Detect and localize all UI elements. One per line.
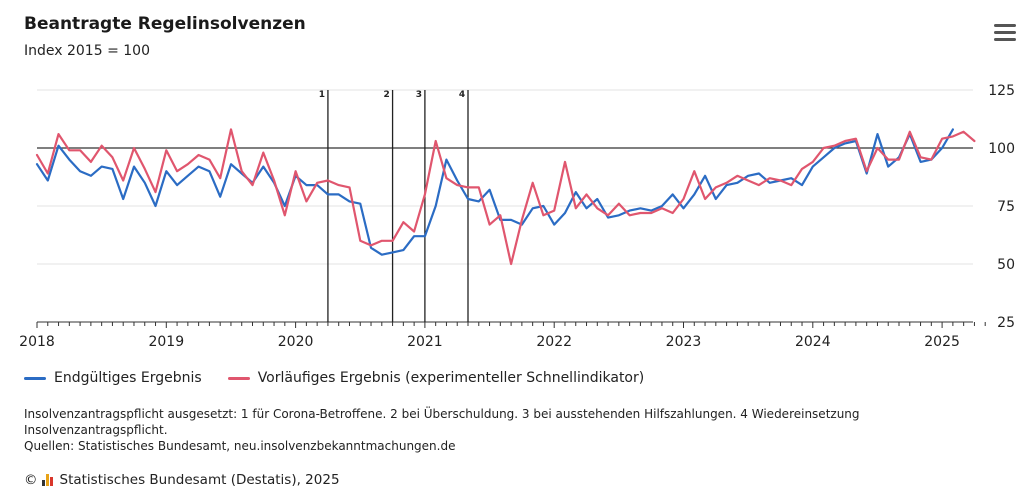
event-label-3: 3 [416, 90, 422, 100]
legend-label-preliminary: Vorläufiges Ergebnis (experimenteller Sc… [257, 370, 645, 386]
legend-label-final: Endgültiges Ergebnis [54, 370, 202, 386]
event-label-4: 4 [459, 90, 465, 100]
y-tick-label: 100 [988, 141, 1015, 157]
x-tick-label: 2019 [148, 334, 184, 350]
x-tick-label: 2022 [536, 334, 572, 350]
legend-item-preliminary[interactable]: Vorläufiges Ergebnis (experimenteller Sc… [227, 370, 645, 386]
event-label-2: 2 [383, 90, 389, 100]
destatis-logo-icon [41, 474, 53, 486]
series-line-final [35, 128, 955, 256]
chart-subtitle: Index 2015 = 100 [24, 43, 150, 59]
x-tick-label: 2018 [19, 334, 55, 350]
chart-title: Beantragte Regelinsolvenzen [24, 14, 306, 34]
x-tick-label: 2025 [924, 334, 960, 350]
menu-bar [994, 31, 1016, 34]
hamburger-menu-icon[interactable] [994, 24, 1016, 42]
footnotes: Insolvenzantragspflicht ausgesetzt: 1 fü… [24, 406, 984, 454]
legend-swatch-final [24, 376, 46, 380]
copyright-symbol: © [24, 472, 38, 488]
legend-item-final[interactable]: Endgültiges Ergebnis [24, 370, 202, 386]
footnote-events: Insolvenzantragspflicht ausgesetzt: 1 fü… [24, 407, 860, 437]
footnote-sources: Quellen: Statistisches Bundesamt, neu.in… [24, 439, 456, 453]
y-tick-label: 25 [997, 315, 1015, 331]
y-tick-label: 125 [988, 83, 1015, 99]
x-tick-label: 2023 [666, 334, 702, 350]
legend-swatch-preliminary [227, 376, 250, 380]
y-tick-label: 75 [997, 199, 1015, 215]
menu-bar [994, 38, 1016, 41]
event-label-1: 1 [319, 90, 325, 100]
x-tick-label: 2021 [407, 334, 443, 350]
x-tick-label: 2024 [795, 334, 831, 350]
menu-bar [994, 24, 1016, 27]
series-line-preliminary [35, 128, 976, 266]
credit-line: © Statistisches Bundesamt (Destatis), 20… [24, 472, 340, 488]
credit-text[interactable]: Statistisches Bundesamt (Destatis), 2025 [59, 472, 340, 488]
legend: Endgültiges Ergebnis Vorläufiges Ergebni… [24, 370, 644, 386]
y-tick-label: 50 [997, 257, 1015, 273]
x-tick-label: 2020 [278, 334, 314, 350]
